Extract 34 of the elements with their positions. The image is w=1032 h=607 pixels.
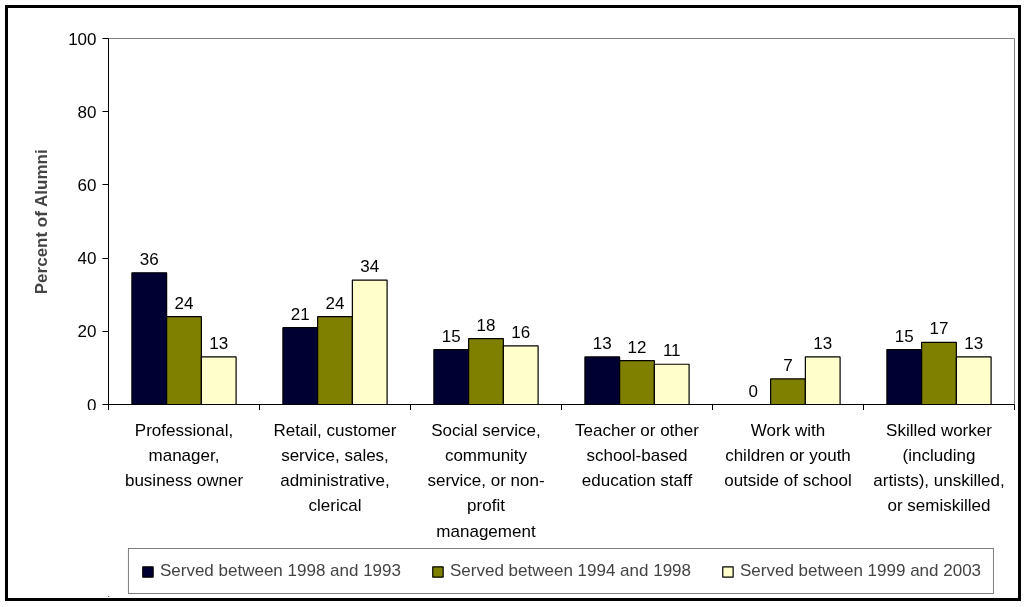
data-label: 24	[174, 293, 194, 313]
data-label: 7	[783, 355, 793, 375]
data-label: 16	[511, 322, 531, 342]
y-tick-label: 60	[77, 175, 97, 195]
x-tick-label: Social service, community service, or non-profit management	[427, 420, 545, 541]
data-label: 18	[476, 315, 496, 335]
y-tick-label: 20	[77, 322, 97, 342]
data-label: 24	[325, 293, 345, 313]
data-label: 15	[441, 326, 461, 346]
legend-label: Served between 1998 and 1993	[159, 561, 401, 581]
x-tick-label: Teacher or other school-based education staff	[575, 420, 700, 491]
legend-label: Served between 1994 and 1998	[449, 561, 692, 581]
data-label: 13	[964, 333, 984, 353]
y-tick-label: 80	[77, 102, 97, 122]
data-label: 36	[139, 249, 159, 269]
data-label: 15	[894, 326, 914, 346]
data-label: 13	[209, 333, 229, 353]
y-axis-title: Percent of Alumni	[32, 149, 52, 295]
data-label: 21	[290, 304, 310, 324]
data-label: 13	[813, 333, 833, 353]
data-label: 11	[662, 341, 681, 361]
data-label: 12	[627, 337, 647, 357]
y-tick-label: 40	[77, 249, 97, 269]
x-tick-label: Work with children or youth outside of school	[724, 420, 852, 491]
y-tick-label: 0	[87, 395, 97, 415]
x-tick-label: Retail, customer service, sales, administrative, clerical	[273, 420, 397, 516]
x-tick-label: Skilled worker (including artists), unskilled, or semiskilled	[873, 420, 1005, 516]
y-tick-label: 100	[68, 29, 97, 49]
x-tick-label: Professional, manager, business owner	[124, 420, 244, 491]
legend-label: Served between 1999 and 2003	[740, 561, 982, 581]
data-label: 0	[748, 381, 759, 401]
data-label: 34	[360, 257, 380, 277]
data-label: 17	[929, 319, 949, 339]
data-label: 13	[592, 333, 612, 353]
